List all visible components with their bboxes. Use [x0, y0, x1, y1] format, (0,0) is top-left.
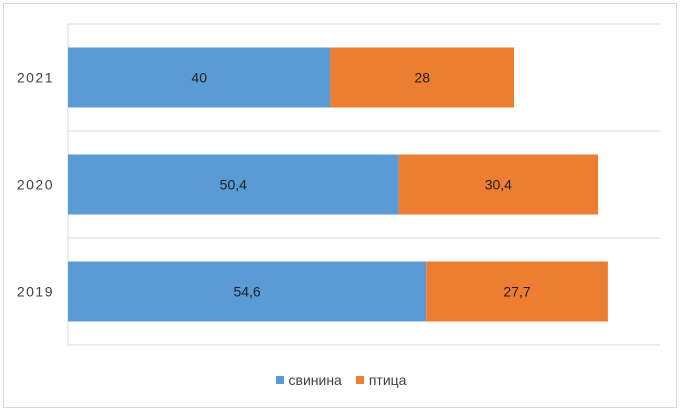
legend-swatch-series-0: [275, 376, 284, 384]
label-layer: 2021 40 28 2020 50,4 30,4 2019 54,6 27,7: [17, 70, 531, 300]
category-label: 2019: [17, 284, 54, 300]
legend-label-series-0: свинина: [288, 372, 342, 388]
legend-label-series-1: птица: [368, 372, 407, 388]
bar-segment: [398, 154, 599, 215]
bar-segment: [68, 261, 427, 322]
data-label: 40: [191, 70, 207, 86]
data-label: 28: [414, 70, 430, 86]
data-label: 27,7: [503, 284, 530, 300]
data-label: 54,6: [233, 284, 260, 300]
bar-segment: [68, 47, 331, 108]
data-label: 30,4: [485, 177, 512, 193]
category-label: 2020: [17, 177, 54, 193]
bar-segment: [426, 261, 608, 322]
data-label: 50,4: [220, 177, 247, 193]
legend-item-series-1: птица: [355, 372, 407, 388]
legend-item-series-0: свинина: [275, 372, 342, 388]
bar-segment: [68, 154, 399, 215]
legend: свинина птица: [0, 372, 682, 388]
bar-segment: [330, 47, 515, 108]
category-label: 2021: [17, 70, 54, 86]
bar-layer: [68, 47, 608, 322]
legend-swatch-series-1: [355, 376, 364, 384]
